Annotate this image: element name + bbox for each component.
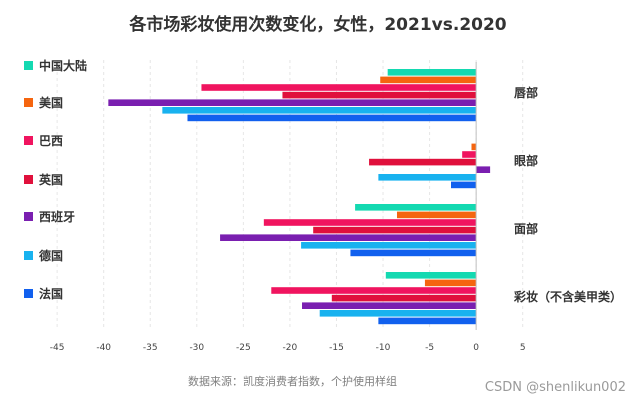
source-note: 数据来源：凯度消费者指数，个护使用样组 xyxy=(188,374,397,388)
chart-title: 各市场彩妆使用次数变化，女性，2021vs.2020 xyxy=(128,14,506,35)
bar xyxy=(263,219,477,226)
bar xyxy=(387,69,477,76)
category-label: 面部 xyxy=(514,221,538,236)
bar xyxy=(313,226,477,234)
x-tick-label: -25 xyxy=(236,343,251,353)
x-tick-label: -5 xyxy=(425,343,434,353)
x-tick-label: -35 xyxy=(143,343,158,353)
bar xyxy=(396,211,477,219)
legend-swatch xyxy=(24,98,33,107)
bar xyxy=(302,302,477,309)
x-axis-ticks: -45 -40 -35 -30 -25 -20 -15 -10 -5 0 5 xyxy=(50,343,526,353)
legend-label: 中国大陆 xyxy=(39,58,87,73)
bar xyxy=(282,91,477,99)
category-label: 彩妆（不含美甲类） xyxy=(513,289,622,304)
legend-swatch xyxy=(24,212,33,221)
x-tick-label: -20 xyxy=(283,343,298,353)
bar xyxy=(162,107,477,114)
bar xyxy=(220,234,477,241)
bar xyxy=(301,242,477,249)
legend-swatch xyxy=(24,289,33,298)
legend-label: 巴西 xyxy=(39,134,63,148)
x-tick-label: -45 xyxy=(50,343,65,353)
bar xyxy=(424,279,477,287)
bar xyxy=(476,166,491,173)
x-tick-label: -10 xyxy=(376,343,391,353)
legend-label: 德国 xyxy=(39,248,63,263)
bar xyxy=(369,158,477,166)
x-tick-label: -40 xyxy=(96,343,111,353)
bar xyxy=(201,84,477,91)
x-tick-label: 5 xyxy=(520,343,526,353)
bar xyxy=(471,143,477,151)
bar xyxy=(385,272,477,279)
legend-label: 西班牙 xyxy=(39,209,75,224)
bar xyxy=(319,310,477,317)
watermark: CSDN @shenlikun002 xyxy=(485,380,626,395)
legend-swatch xyxy=(24,251,33,260)
legend-label: 法国 xyxy=(39,286,63,301)
category-label: 眼部 xyxy=(514,153,538,168)
category-label: 唇部 xyxy=(514,85,538,100)
legend-swatch xyxy=(24,136,33,145)
bar xyxy=(331,294,477,302)
bar xyxy=(355,204,477,211)
bar xyxy=(187,114,477,122)
legend-label: 英国 xyxy=(39,172,63,187)
bar xyxy=(380,76,477,84)
bar-layer xyxy=(108,69,491,325)
bar xyxy=(108,99,477,106)
bar xyxy=(378,174,477,181)
x-tick-label: -15 xyxy=(329,343,344,353)
legend-swatch xyxy=(24,175,33,184)
x-tick-label: -30 xyxy=(189,343,204,353)
x-tick-label: 0 xyxy=(473,343,479,353)
legend-label: 美国 xyxy=(39,95,63,110)
bar xyxy=(451,181,477,189)
legend-swatch xyxy=(24,61,33,70)
bar xyxy=(271,287,477,294)
bar xyxy=(462,151,477,158)
bar xyxy=(350,249,477,257)
bar xyxy=(378,317,477,325)
